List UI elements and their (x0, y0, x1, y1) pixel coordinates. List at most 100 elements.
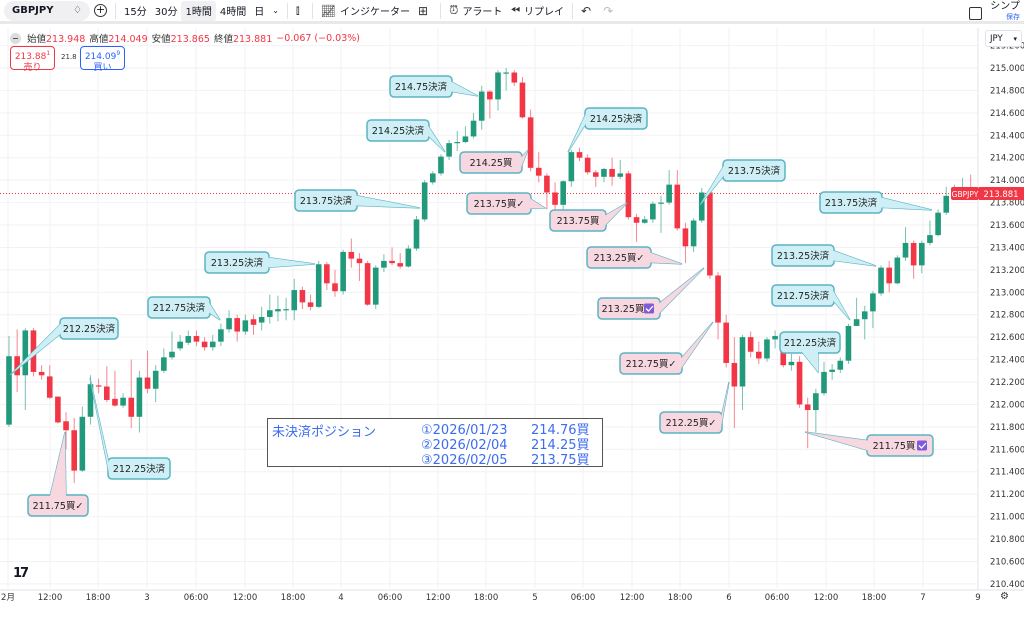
check-box-bg (917, 440, 927, 451)
close-callout: 213.25決済 (204, 251, 316, 274)
candle-body (144, 377, 151, 389)
interval-1h[interactable]: 1時間 (181, 0, 216, 21)
currency-select[interactable]: JPY ▾ (985, 30, 1022, 47)
price-tick-label: 212.600 (990, 333, 1024, 343)
candle-body (690, 220, 697, 247)
candle-body (935, 212, 941, 236)
symbol-name: GBPJPY (12, 5, 54, 16)
candle (136, 370, 143, 433)
price-tick-label: 213.600 (990, 221, 1024, 231)
collapse-legend-icon[interactable] (10, 32, 21, 44)
candle (894, 255, 901, 285)
axis-settings-icon[interactable]: ⚙ (1000, 591, 1009, 602)
buy-callout: 212.25買✓ (659, 381, 730, 434)
close-callout: 213.75決済 (294, 189, 421, 212)
indicators-button[interactable]: 📈︎ インジケーター (317, 1, 414, 21)
time-tick-label: 18:00 (668, 593, 693, 603)
buy-price: 214.09 (84, 52, 117, 62)
tradingview-logo[interactable]: 17 (13, 566, 29, 581)
candle-body (169, 351, 175, 358)
candle (739, 334, 746, 411)
callout-text: 212.75決済 (153, 302, 206, 314)
candle (764, 337, 770, 362)
candle (813, 388, 819, 433)
replay-button[interactable]: ⏪︎ リプレイ (506, 1, 568, 21)
candle (71, 417, 77, 483)
divider (311, 2, 313, 19)
candle (927, 220, 933, 246)
candle-body (185, 336, 192, 343)
diamond-icon[interactable]: ♢ (73, 5, 82, 16)
candle-body (495, 72, 501, 100)
candle-body (535, 167, 542, 176)
candle-body (372, 267, 379, 305)
candle-body (14, 356, 20, 376)
candle (495, 70, 501, 111)
divider (286, 2, 288, 19)
candle-body (283, 309, 289, 311)
sell-button[interactable]: 213.881 売り (10, 46, 55, 73)
candle-body (568, 152, 575, 182)
redo-button[interactable]: ↷ (599, 1, 621, 21)
callout-pointer-fill (530, 198, 545, 209)
price-tick-label: 210.800 (990, 535, 1024, 545)
fullscreen-toggle[interactable] (969, 7, 983, 20)
candle-body (177, 341, 183, 349)
candle (609, 157, 615, 186)
candle (544, 173, 550, 210)
candle (519, 76, 526, 119)
interval-4h[interactable]: 4時間 (219, 7, 247, 18)
layout-button[interactable]: ⊞ (414, 1, 436, 21)
candle (250, 314, 257, 335)
candle (381, 254, 387, 273)
callout-text: 213.25買✓ (594, 253, 645, 264)
candle-body (682, 228, 689, 247)
time-tick-label: 18:00 (281, 593, 306, 603)
candle-body (503, 72, 509, 74)
candle-body (267, 310, 273, 317)
callout-pointer-fill (721, 382, 729, 428)
interval-15m[interactable]: 15分 (124, 7, 147, 18)
callout-box (107, 457, 171, 480)
callout-text: 214.75決済 (395, 81, 448, 93)
callout-pointer-fill (356, 195, 420, 208)
candle (715, 272, 721, 340)
check-box-bg (644, 303, 654, 314)
top-toolbar: GBPJPY ♢ + 15分 30分 1時間 4時間 日 ⌄ ⫾ 📈︎ インジケー… (0, 0, 1024, 24)
candle-body (234, 318, 240, 332)
callout-pointer-fill (881, 197, 932, 210)
candle-body (275, 309, 281, 312)
candle-body (886, 267, 892, 284)
compare-symbol-button[interactable]: + (90, 1, 111, 21)
price-tag-symbol: GBPJPY (952, 190, 979, 199)
interval-30m[interactable]: 30分 (154, 7, 178, 18)
callout-pointer-fill (428, 125, 445, 152)
buy-button[interactable]: 214.099 買い (80, 46, 125, 73)
candle (747, 331, 754, 358)
chart-style-button[interactable]: ⫾ (292, 1, 308, 21)
callout-pointer-fill (50, 432, 66, 496)
interval-1d[interactable]: 日 (254, 7, 265, 18)
candle-body (739, 337, 746, 387)
close-callout: 213.75決済 (699, 159, 786, 206)
undo-button[interactable]: ↶ (577, 1, 599, 21)
candle (152, 365, 159, 403)
callout-text: 212.25決済 (113, 463, 166, 475)
alert-button[interactable]: ⏰︎ アラート (445, 1, 506, 21)
close-callout: 212.75決済 (771, 284, 851, 321)
time-tick-label: 9 (975, 593, 980, 603)
time-axis[interactable]: 2月 12:00 18:00 3 06:00 12:00 18:00 4 06:00 12:00 1… (1, 593, 981, 603)
candle-body (861, 311, 868, 320)
interval-dropdown[interactable]: ⌄ (268, 1, 283, 21)
symbol-search[interactable]: GBPJPY ♢ (4, 0, 90, 21)
price-axis[interactable]: 215.200215.000214.800214.600214.400214.2… (990, 42, 1024, 590)
candle-body (348, 251, 355, 259)
layout-save[interactable]: シンプ 保存 (990, 2, 1020, 22)
candle-body (813, 393, 819, 411)
close-label: 終値 (213, 34, 233, 45)
candle (95, 378, 102, 394)
time-tick-label: 5 (532, 593, 537, 603)
check-box-icon (917, 440, 927, 451)
price-tag-value: 213.881 (983, 190, 1018, 200)
